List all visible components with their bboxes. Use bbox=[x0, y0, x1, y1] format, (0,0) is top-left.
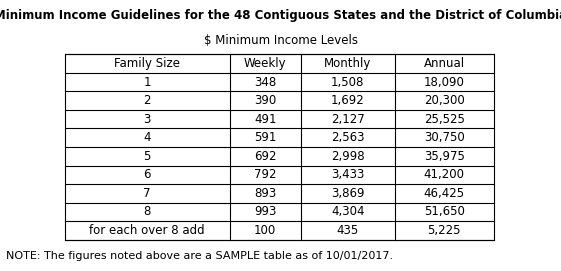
Text: 7: 7 bbox=[144, 187, 151, 200]
Text: 1: 1 bbox=[144, 76, 151, 89]
Text: 25,525: 25,525 bbox=[424, 113, 465, 126]
Text: 893: 893 bbox=[254, 187, 276, 200]
Text: 435: 435 bbox=[337, 224, 359, 237]
Text: 100: 100 bbox=[254, 224, 276, 237]
Text: 390: 390 bbox=[254, 94, 276, 107]
Text: 348: 348 bbox=[254, 76, 276, 89]
Text: 491: 491 bbox=[254, 113, 277, 126]
Text: 2,563: 2,563 bbox=[331, 131, 365, 144]
Text: Family Size: Family Size bbox=[114, 57, 180, 70]
Text: 46,425: 46,425 bbox=[424, 187, 465, 200]
Text: 5,225: 5,225 bbox=[427, 224, 461, 237]
Text: 4: 4 bbox=[144, 131, 151, 144]
Text: Annual: Annual bbox=[424, 57, 465, 70]
Text: 4,304: 4,304 bbox=[331, 205, 365, 218]
Text: 2,127: 2,127 bbox=[331, 113, 365, 126]
Text: 6: 6 bbox=[144, 168, 151, 181]
Text: 1,508: 1,508 bbox=[331, 76, 365, 89]
Text: Minimum Income Guidelines for the 48 Contiguous States and the District of Colum: Minimum Income Guidelines for the 48 Con… bbox=[0, 9, 561, 22]
Text: 3,869: 3,869 bbox=[331, 187, 365, 200]
Text: 792: 792 bbox=[254, 168, 277, 181]
Text: 1,692: 1,692 bbox=[331, 94, 365, 107]
Text: 30,750: 30,750 bbox=[424, 131, 465, 144]
Text: 20,300: 20,300 bbox=[424, 94, 465, 107]
Text: 41,200: 41,200 bbox=[424, 168, 465, 181]
Text: 51,650: 51,650 bbox=[424, 205, 465, 218]
Text: for each over 8 add: for each over 8 add bbox=[89, 224, 205, 237]
Text: Weekly: Weekly bbox=[244, 57, 287, 70]
Text: 8: 8 bbox=[144, 205, 151, 218]
Text: 2,998: 2,998 bbox=[331, 150, 365, 163]
Text: NOTE: The figures noted above are a SAMPLE table as of 10/01/2017.: NOTE: The figures noted above are a SAMP… bbox=[6, 251, 393, 261]
Text: 993: 993 bbox=[254, 205, 277, 218]
Text: 5: 5 bbox=[144, 150, 151, 163]
Text: 3: 3 bbox=[144, 113, 151, 126]
Text: Monthly: Monthly bbox=[324, 57, 371, 70]
Bar bbox=[65, 54, 494, 240]
Text: 2: 2 bbox=[144, 94, 151, 107]
Text: 3,433: 3,433 bbox=[331, 168, 365, 181]
Text: 692: 692 bbox=[254, 150, 277, 163]
Text: $ Minimum Income Levels: $ Minimum Income Levels bbox=[204, 34, 357, 47]
Text: 18,090: 18,090 bbox=[424, 76, 465, 89]
Text: 35,975: 35,975 bbox=[424, 150, 465, 163]
Text: 591: 591 bbox=[254, 131, 277, 144]
